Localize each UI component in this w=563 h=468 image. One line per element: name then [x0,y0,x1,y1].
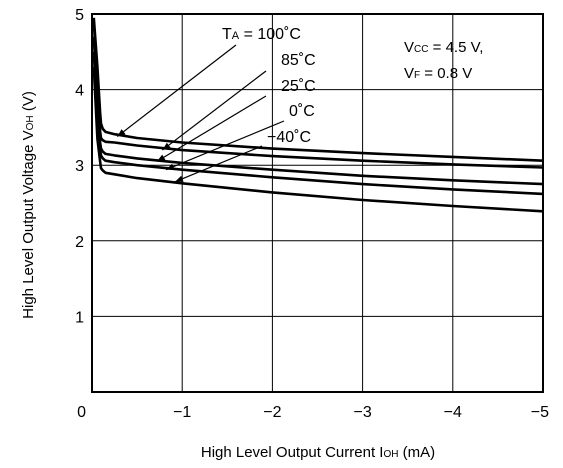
condition-vf: VF = 0.8 V [404,65,472,82]
series-label: TA = 100˚C [222,26,301,43]
series-curves [92,17,544,213]
leader-arrowhead [156,154,166,162]
y-tick-labels: 1 2 3 4 5 [75,7,84,326]
series-line [92,66,544,213]
y-axis-label: High Level Output Voltage VOH (V) [20,91,37,319]
leader-arrowhead [162,142,171,151]
leader-line [174,145,263,183]
condition-vcc: VCC = 4.5 V, [404,39,483,56]
series-label: 0˚C [289,103,315,120]
leader-line [116,44,237,137]
leader-arrowhead [117,129,126,137]
x-axis-label: High Level Output Current IOH (mA) [201,444,435,461]
series-label: 85˚C [281,52,316,69]
y-tick-label: 3 [75,158,84,175]
series-labels: TA = 100˚C 85˚C 25˚C 0˚C −40˚C [222,26,316,146]
series-label: −40˚C [267,129,311,146]
y-tick-label: 5 [75,7,84,24]
leader-arrowhead [166,163,175,170]
x-tick-label: −1 [173,404,191,421]
series-label: 25˚C [281,78,316,95]
annotation-leaders [116,44,285,183]
x-tick-label: −5 [531,404,549,421]
y-tick-label: 2 [75,234,84,251]
leader-line [156,95,267,162]
series-line [92,51,544,196]
grid [92,14,543,392]
series-line [92,36,544,186]
x-tick-labels: 0 −1 −2 −3 −4 −5 [77,404,549,421]
x-tick-label: 0 [77,404,86,421]
y-tick-label: 1 [75,309,84,326]
x-tick-label: −3 [353,404,371,421]
leader-line [161,70,267,151]
plot-frame [91,13,544,393]
leader-line [165,120,285,171]
x-tick-label: −2 [263,404,281,421]
x-tick-label: −4 [444,404,462,421]
y-tick-label: 4 [75,83,84,100]
leader-arrowhead [175,175,184,182]
